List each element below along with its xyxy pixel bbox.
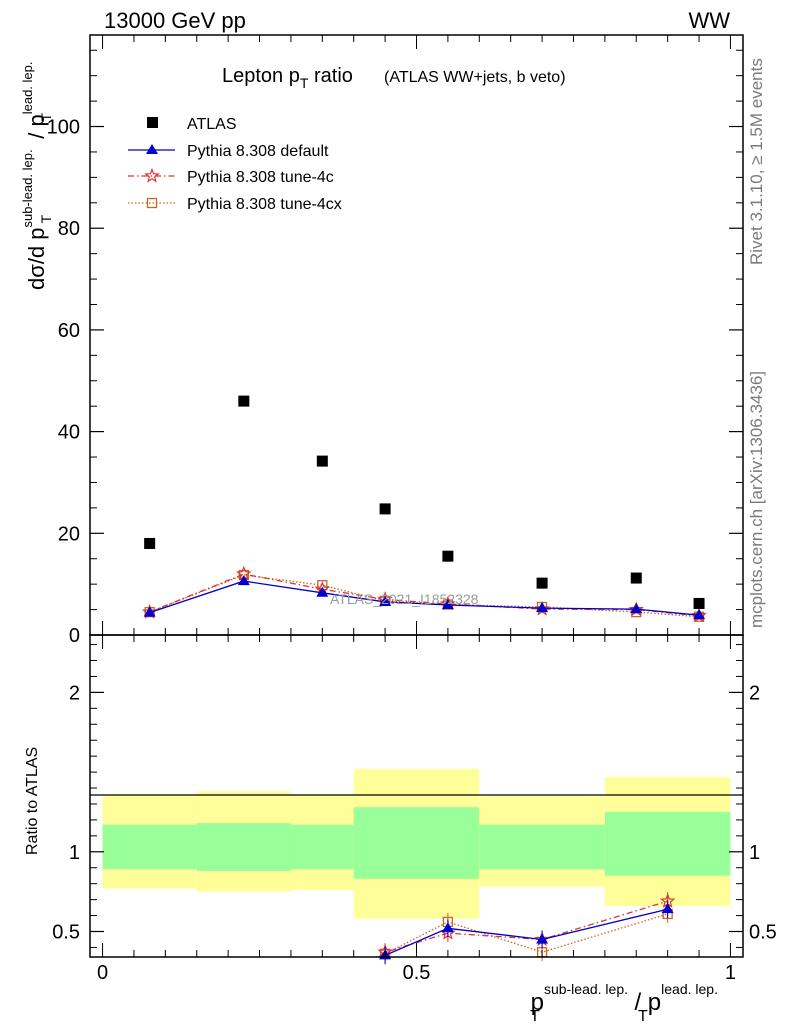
- legend-open-square-marker: [146, 197, 158, 209]
- plot-subtitle: (ATLAS WW+jets, b veto): [384, 69, 566, 86]
- main-ticks: 0 20 40 60 80 100: [47, 35, 743, 647]
- x-tick-label: 1: [725, 962, 736, 984]
- mcplots-label: mcplots.cern.ch [arXiv:1306.3436]: [747, 371, 766, 628]
- mc-line-1: [149, 580, 700, 616]
- triangle-marker: [536, 602, 549, 613]
- ratio-y-tick-label: 1: [69, 842, 80, 864]
- main-y-axis-label: dσ/d psub-lead. lep. T / plead. lep.T: [20, 62, 54, 290]
- main-y-tick-label: 0: [69, 625, 80, 647]
- ratio-y-axis-label: Ratio to ATLAS: [24, 747, 41, 855]
- header-left: 13000 GeV pp: [104, 8, 246, 33]
- rivet-label: Rivet 3.1.10, ≥ 1.5M events: [747, 58, 766, 265]
- atlas-data-point: [630, 572, 642, 584]
- x-axis-label: psub-lead. lep. T / plead. lep. T: [530, 981, 718, 1024]
- legend-triangle-marker: [146, 144, 158, 154]
- atlas-data-point: [442, 550, 454, 562]
- ratio-y-tick-label-right: 1: [749, 842, 760, 864]
- atlas-data-point: [536, 577, 548, 589]
- ratio-y-tick-label-right: 2: [749, 682, 760, 704]
- ratio-bands: [102, 768, 731, 919]
- legend-square-marker: [147, 117, 158, 128]
- ratio-panel: 0.5 0.5 1 1 2 2 0 0.5 1 Ratio to ATLAS: [24, 634, 777, 984]
- legend-tune4cx: Pythia 8.308 tune-4cx: [128, 196, 342, 213]
- ratio-inner-band: [196, 823, 291, 871]
- legend-label-tune4cx: Pythia 8.308 tune-4cx: [187, 196, 342, 213]
- legend-default: Pythia 8.308 default: [128, 143, 329, 160]
- x-tick-label: 0.5: [403, 962, 431, 984]
- triangle-marker: [661, 903, 674, 914]
- ratio-inner-band: [102, 824, 197, 870]
- main-data: [141, 395, 707, 623]
- triangle-marker: [441, 599, 454, 609]
- legend-label-tune4c: Pythia 8.308 tune-4c: [187, 169, 334, 186]
- ratio-inner-band: [353, 807, 480, 879]
- ratio-y-tick-label: 2: [69, 682, 80, 704]
- legend-label-atlas: ATLAS: [187, 116, 237, 133]
- legend-atlas: ATLAS: [147, 116, 237, 133]
- main-y-tick-label: 100: [47, 117, 80, 139]
- triangle-marker: [379, 595, 392, 606]
- triangle-marker: [143, 606, 156, 617]
- ratio-inner-band: [604, 811, 731, 876]
- atlas-data-point: [144, 537, 156, 549]
- header-right: WW: [688, 8, 730, 33]
- triangle-marker: [630, 603, 643, 614]
- mc-line-3: [149, 574, 700, 618]
- ratio-y-tick-label: 0.5: [52, 921, 80, 943]
- atlas-data-point: [693, 597, 705, 609]
- legend: ATLAS Pythia 8.308 default Pythia 8.308 …: [128, 116, 342, 213]
- atlas-data-point: [379, 503, 391, 515]
- plot-title: Lepton pT ratio: [222, 65, 353, 91]
- ratio-y-tick-label-right: 0.5: [749, 921, 777, 943]
- main-y-tick-label: 40: [58, 422, 80, 444]
- triangle-marker: [536, 933, 549, 944]
- ratio-inner-band: [290, 824, 354, 870]
- x-tick-label: 0: [97, 962, 108, 984]
- ratio-inner-band: [479, 824, 605, 870]
- legend-label-default: Pythia 8.308 default: [187, 143, 329, 160]
- triangle-marker: [693, 609, 706, 620]
- ratio-line-2: [378, 913, 668, 958]
- legend-tune4c: Pythia 8.308 tune-4c: [128, 167, 334, 186]
- atlas-data-point: [316, 455, 328, 467]
- main-panel: 0 20 40 60 80 100 Lepton pT ratio (ATLAS WW+j…: [20, 34, 744, 647]
- main-y-tick-label: 80: [58, 218, 80, 240]
- atlas-data-point: [238, 395, 250, 407]
- triangle-marker: [316, 586, 329, 597]
- triangle-marker: [237, 575, 250, 586]
- analysis-watermark: ATLAS_2021_I1852328: [330, 591, 479, 607]
- ratio-ticks: 0.5 0.5 1 1 2 2 0 0.5 1: [52, 635, 777, 984]
- triangle-marker: [441, 922, 454, 933]
- main-y-tick-label: 60: [58, 320, 80, 342]
- legend-star-marker: [144, 167, 160, 183]
- main-y-tick-label: 20: [58, 523, 80, 545]
